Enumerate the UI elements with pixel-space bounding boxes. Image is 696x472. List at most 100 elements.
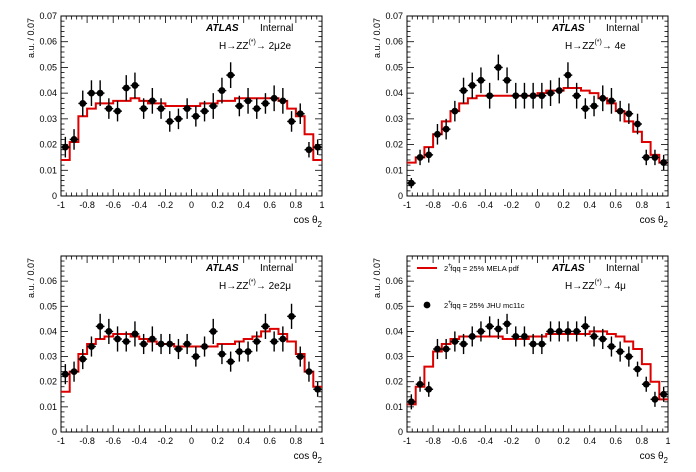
x-tick-label: 0.4 (237, 200, 250, 210)
data-marker (70, 368, 78, 376)
data-marker (209, 102, 217, 110)
data-marker (235, 102, 243, 110)
data-marker (625, 110, 633, 118)
y-tick-label: 0.02 (385, 140, 403, 150)
x-tick-label: 0.6 (610, 200, 623, 210)
data-marker (547, 328, 554, 335)
data-marker (434, 345, 441, 353)
x-tick-label: -0.2 (504, 200, 520, 210)
data-marker (608, 97, 615, 105)
data-point (502, 313, 512, 334)
legend-label: 2 fqq = 25% JHU mc11c+ (444, 300, 525, 310)
data-marker (175, 115, 182, 123)
data-point (433, 124, 442, 145)
data-point (121, 75, 131, 101)
data-marker (88, 89, 95, 97)
data-point (467, 326, 477, 347)
y-tick-label: 0.06 (39, 276, 57, 286)
y-tick-label: 0.01 (39, 402, 57, 412)
channel-label: H→ZZ(*)→ 4μ (565, 279, 626, 292)
legend-entry: 2 fqq = 25% MELA pdf+ (417, 263, 520, 273)
x-tick-label: -0.8 (79, 200, 95, 210)
y-axis-title: a.u. / 0.07 (26, 18, 36, 58)
channel-final-state: → 2μ2e (256, 41, 292, 52)
x-tick-label: -0.6 (105, 436, 121, 446)
data-point (182, 98, 192, 119)
x-tick-label: 1 (665, 436, 670, 446)
data-point (641, 149, 651, 166)
data-marker (148, 97, 156, 105)
data-marker (96, 89, 104, 97)
data-point (598, 328, 608, 350)
data-point (554, 77, 564, 104)
data-marker (442, 345, 450, 353)
x-tick-label: -0.2 (158, 436, 174, 446)
y-tick-label: 0.07 (39, 11, 57, 21)
data-point (139, 333, 148, 355)
y-tick-label: 0.02 (385, 377, 403, 387)
data-marker (521, 333, 528, 340)
data-marker (547, 89, 554, 97)
data-point (95, 80, 105, 106)
data-marker (270, 338, 278, 345)
data-marker (305, 146, 313, 154)
x-axis-title-subscript: 2 (664, 220, 669, 229)
x-tick-label: 0.4 (583, 436, 596, 446)
data-marker (503, 320, 511, 328)
data-point (624, 346, 634, 367)
y-tick-label: 0.01 (39, 165, 57, 175)
data-marker (192, 112, 200, 120)
data-marker (131, 330, 139, 338)
y-tick-label: 0.03 (39, 352, 57, 362)
data-point (61, 364, 70, 385)
x-axis-title: cos θ2 (640, 215, 669, 229)
data-marker (122, 84, 130, 92)
y-tick-label: 0.01 (385, 165, 403, 175)
x-tick-label: 0.2 (557, 200, 570, 210)
data-marker (460, 340, 467, 348)
status-label: Internal (606, 263, 639, 274)
data-point (528, 82, 538, 109)
y-tick-label: 0.05 (385, 301, 403, 311)
data-point (546, 321, 555, 342)
legend-label-sup: + (448, 300, 452, 306)
chart-panel-top-left: -1 -0.8 -0.6 -0.4 -0.2 0 0.2 0.4 0.6 0.8 1 0 0.01 0.0… (26, 11, 325, 229)
data-point (87, 80, 96, 106)
data-point (69, 129, 79, 150)
data-point (287, 111, 296, 132)
data-point (148, 88, 157, 114)
data-marker (529, 92, 537, 100)
data-marker (486, 323, 494, 330)
data-marker (227, 71, 235, 79)
data-marker (564, 71, 572, 79)
x-tick-label: -0.6 (105, 200, 121, 210)
x-tick-label: -0.4 (132, 436, 148, 446)
x-axis-title: cos θ2 (294, 215, 323, 229)
data-point (261, 313, 270, 339)
x-tick-label: 0.2 (211, 200, 224, 210)
data-marker (468, 333, 476, 340)
data-point (61, 136, 70, 158)
data-point (554, 321, 564, 342)
data-point (459, 77, 468, 104)
data-marker (573, 92, 581, 100)
data-marker (642, 154, 650, 161)
y-axis-title: a.u. / 0.07 (372, 18, 382, 58)
data-marker (477, 328, 485, 335)
y-tick-label: 0.06 (385, 37, 403, 47)
data-marker (105, 105, 113, 112)
data-point (537, 82, 547, 109)
atlas-label: ATLAS (551, 23, 585, 34)
data-marker (494, 64, 502, 71)
x-tick-label: -0.4 (132, 200, 148, 210)
data-point (200, 336, 209, 357)
data-point (659, 154, 668, 171)
status-label: Internal (260, 263, 293, 274)
x-axis-title-main: cos θ (640, 215, 664, 226)
data-marker (555, 328, 563, 335)
data-point (95, 313, 105, 339)
x-tick-label: -1 (57, 436, 65, 446)
x-tick-label: 1 (665, 200, 670, 210)
x-tick-label: -0.8 (79, 436, 95, 446)
data-point (650, 149, 660, 166)
